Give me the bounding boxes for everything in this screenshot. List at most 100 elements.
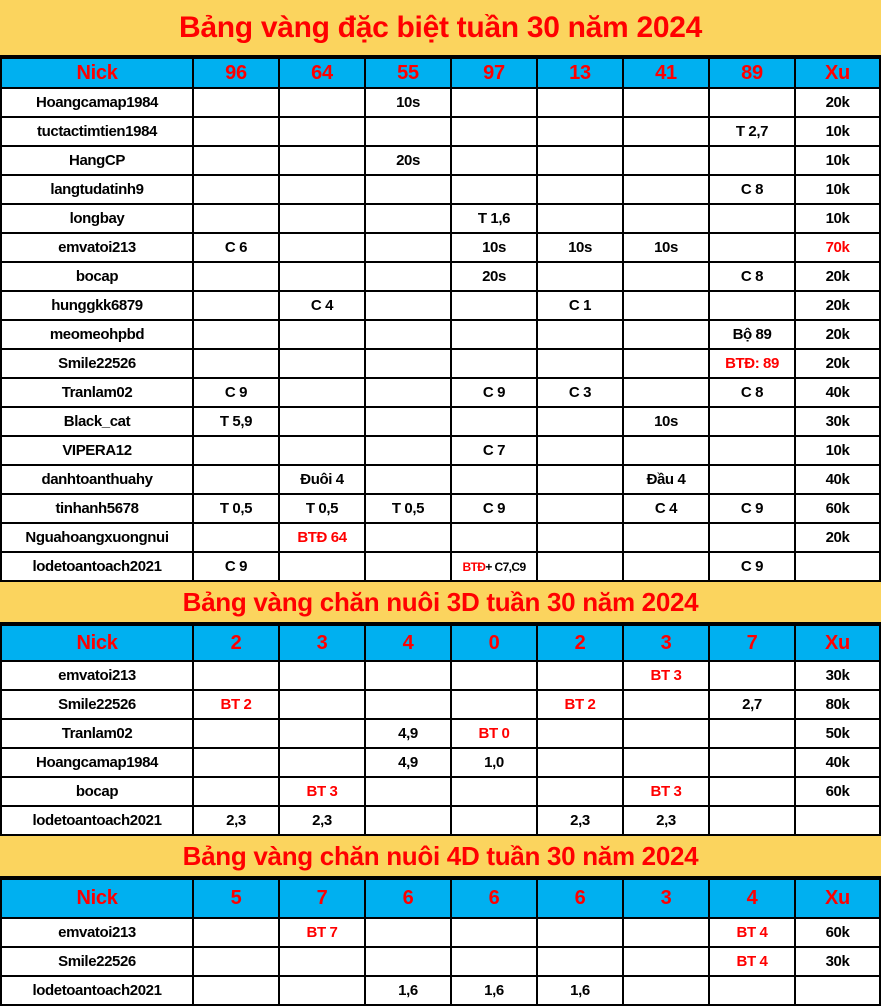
value-cell — [192, 174, 280, 205]
xu-cell: 30k — [794, 946, 881, 977]
value-cell — [708, 805, 796, 836]
value-cell: C 6 — [192, 232, 280, 263]
header-cell-nick: Nick — [0, 878, 194, 919]
value-cell — [536, 493, 624, 524]
value-cell — [278, 174, 366, 205]
nick-cell: emvatoi213 — [0, 232, 194, 263]
value-cell — [536, 435, 624, 466]
value-cell: BT 2 — [192, 689, 280, 720]
nick-cell: bocap — [0, 261, 194, 292]
xu-cell: 10k — [794, 203, 881, 234]
value-cell — [708, 975, 796, 1006]
value-cell — [278, 377, 366, 408]
table-row: meomeohpbd Bộ 89 20k — [0, 319, 881, 350]
value-cell — [278, 551, 366, 582]
value-cell — [622, 975, 710, 1006]
value-cell — [278, 203, 366, 234]
value-cell — [622, 348, 710, 379]
value-cell — [192, 776, 280, 807]
header-cell-number: 4 — [708, 878, 796, 919]
nick-cell: meomeohpbd — [0, 319, 194, 350]
value-cell — [450, 689, 538, 720]
value-cell — [364, 261, 452, 292]
value-cell — [278, 145, 366, 176]
value-cell: 10s — [364, 87, 452, 118]
nick-cell: danhtoanthuahy — [0, 464, 194, 495]
table-row: Smile22526 BT 4 30k — [0, 946, 881, 977]
cell-text-red: BTĐ — [462, 559, 486, 574]
data-table: Nick 5 7 6 6 6 3 4 Xu emvatoi213 BT 7 BT 4 60k Smile2… — [0, 878, 881, 1006]
value-cell: BT 0 — [450, 718, 538, 749]
value-cell — [450, 87, 538, 118]
nick-cell: Smile22526 — [0, 348, 194, 379]
header-cell-number: 7 — [278, 878, 366, 919]
header-cell-number: 64 — [278, 57, 366, 89]
value-cell — [622, 689, 710, 720]
value-cell: BT 3 — [622, 776, 710, 807]
header-cell-number: 6 — [364, 878, 452, 919]
value-cell — [364, 406, 452, 437]
header-cell-number: 3 — [278, 624, 366, 662]
value-cell — [536, 776, 624, 807]
value-cell — [708, 464, 796, 495]
value-cell — [450, 319, 538, 350]
header-cell-number: 6 — [450, 878, 538, 919]
value-cell — [450, 522, 538, 553]
value-cell — [192, 975, 280, 1006]
value-cell: BT 4 — [708, 946, 796, 977]
table-row: emvatoi213 C 6 10s 10s 10s 70k — [0, 232, 881, 263]
value-cell: 2,3 — [192, 805, 280, 836]
value-cell — [622, 261, 710, 292]
xu-cell: 10k — [794, 174, 881, 205]
value-cell — [536, 551, 624, 582]
value-cell — [708, 145, 796, 176]
value-cell — [450, 290, 538, 321]
header-cell-xu: Xu — [794, 57, 881, 89]
value-cell: BT 3 — [622, 660, 710, 691]
value-cell — [192, 718, 280, 749]
table-row: langtudatinh9 C 8 10k — [0, 174, 881, 205]
header-cell-number: 3 — [622, 878, 710, 919]
value-cell: T 0,5 — [364, 493, 452, 524]
value-cell — [622, 319, 710, 350]
nick-cell: langtudatinh9 — [0, 174, 194, 205]
table-row: emvatoi213 BT 3 30k — [0, 660, 881, 691]
value-cell: C 9 — [708, 551, 796, 582]
value-cell — [278, 319, 366, 350]
value-cell — [364, 319, 452, 350]
value-cell: Bộ 89 — [708, 319, 796, 350]
value-cell — [278, 747, 366, 778]
value-cell: C 9 — [708, 493, 796, 524]
value-cell — [536, 87, 624, 118]
table-row: lodetoantoach2021 2,3 2,3 2,3 2,3 — [0, 805, 881, 836]
value-cell — [192, 660, 280, 691]
xu-cell: 50k — [794, 718, 881, 749]
value-cell — [450, 174, 538, 205]
value-cell — [192, 319, 280, 350]
value-cell — [364, 116, 452, 147]
value-cell: C 8 — [708, 261, 796, 292]
value-cell: BTĐ+ C7,C9 — [450, 551, 538, 582]
value-cell — [364, 377, 452, 408]
value-cell: C 9 — [450, 377, 538, 408]
data-table: Nick 2 3 4 0 2 3 7 Xu emvatoi213 BT 3 30k Smile22526… — [0, 624, 881, 836]
table-row: Black_cat T 5,9 10s 30k — [0, 406, 881, 437]
value-cell — [192, 116, 280, 147]
value-cell — [192, 87, 280, 118]
value-cell — [708, 87, 796, 118]
nick-cell: emvatoi213 — [0, 660, 194, 691]
table-block-3: Bảng vàng chăn nuôi 4D tuần 30 năm 2024 N… — [0, 836, 881, 1006]
value-cell — [536, 522, 624, 553]
value-cell — [364, 917, 452, 948]
value-cell: 1,6 — [450, 975, 538, 1006]
nick-cell: Tranlam02 — [0, 377, 194, 408]
nick-cell: Hoangcamap1984 — [0, 87, 194, 118]
value-cell — [450, 946, 538, 977]
value-cell — [278, 435, 366, 466]
value-cell — [536, 718, 624, 749]
xu-cell — [794, 551, 881, 582]
value-cell — [364, 946, 452, 977]
header-cell-nick: Nick — [0, 57, 194, 89]
value-cell: Đầu 4 — [622, 464, 710, 495]
